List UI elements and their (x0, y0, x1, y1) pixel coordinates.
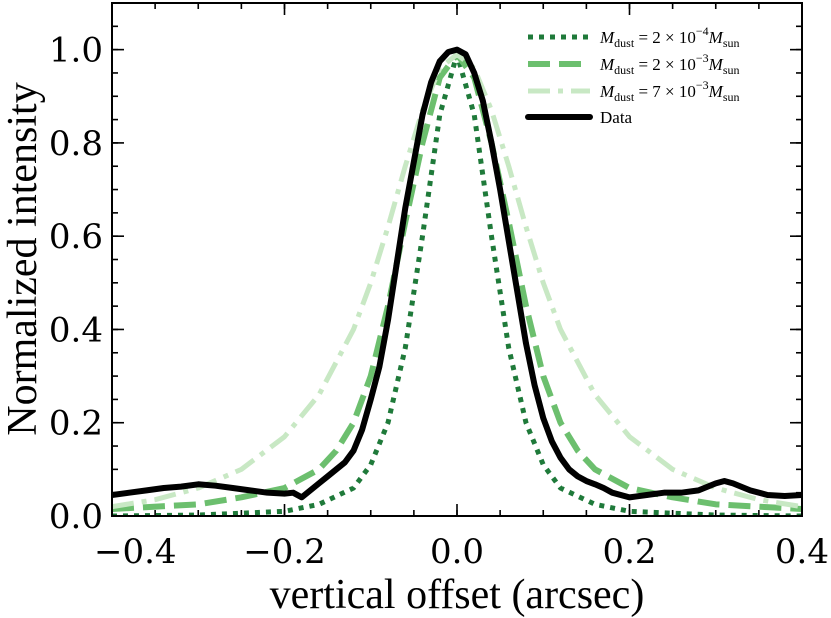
legend-label-1: Mdust = 2 × 10−3Msun (599, 51, 740, 77)
x-tick-label: −0.4 (94, 532, 177, 572)
y-tick-label: 0.0 (49, 497, 103, 537)
y-tick-label: 0.6 (49, 217, 103, 257)
x-tick-label: −0.2 (243, 532, 326, 572)
series-line-0 (112, 51, 802, 516)
y-tick-label: 0.4 (49, 310, 103, 350)
series-line-2 (112, 51, 802, 510)
tick-labels: −0.4 −0.2 0.0 0.2 0.4 0.0 0.2 0.4 0.6 0.8 1.0 (49, 31, 829, 572)
y-tick-label: 0.2 (49, 404, 103, 444)
y-tick-label: 0.8 (49, 124, 103, 164)
x-tick-label: 0.4 (775, 532, 829, 572)
legend-label-0: Mdust = 2 × 10−4Msun (599, 24, 740, 50)
legend-label-3: Data (600, 108, 633, 127)
x-tick-label: 0.2 (602, 532, 656, 572)
y-axis-title: Normalized intensity (0, 82, 46, 435)
x-axis-title: vertical offset (arcsec) (270, 572, 645, 618)
x-tick-label: 0.0 (430, 532, 484, 572)
y-tick-label: 1.0 (49, 31, 103, 71)
series-layer (112, 46, 802, 516)
series-line-1 (112, 51, 802, 512)
ticks-layer (111, 2, 803, 517)
legend-label-2: Mdust = 7 × 10−3Msun (599, 78, 740, 104)
series-line-3 (112, 46, 802, 501)
